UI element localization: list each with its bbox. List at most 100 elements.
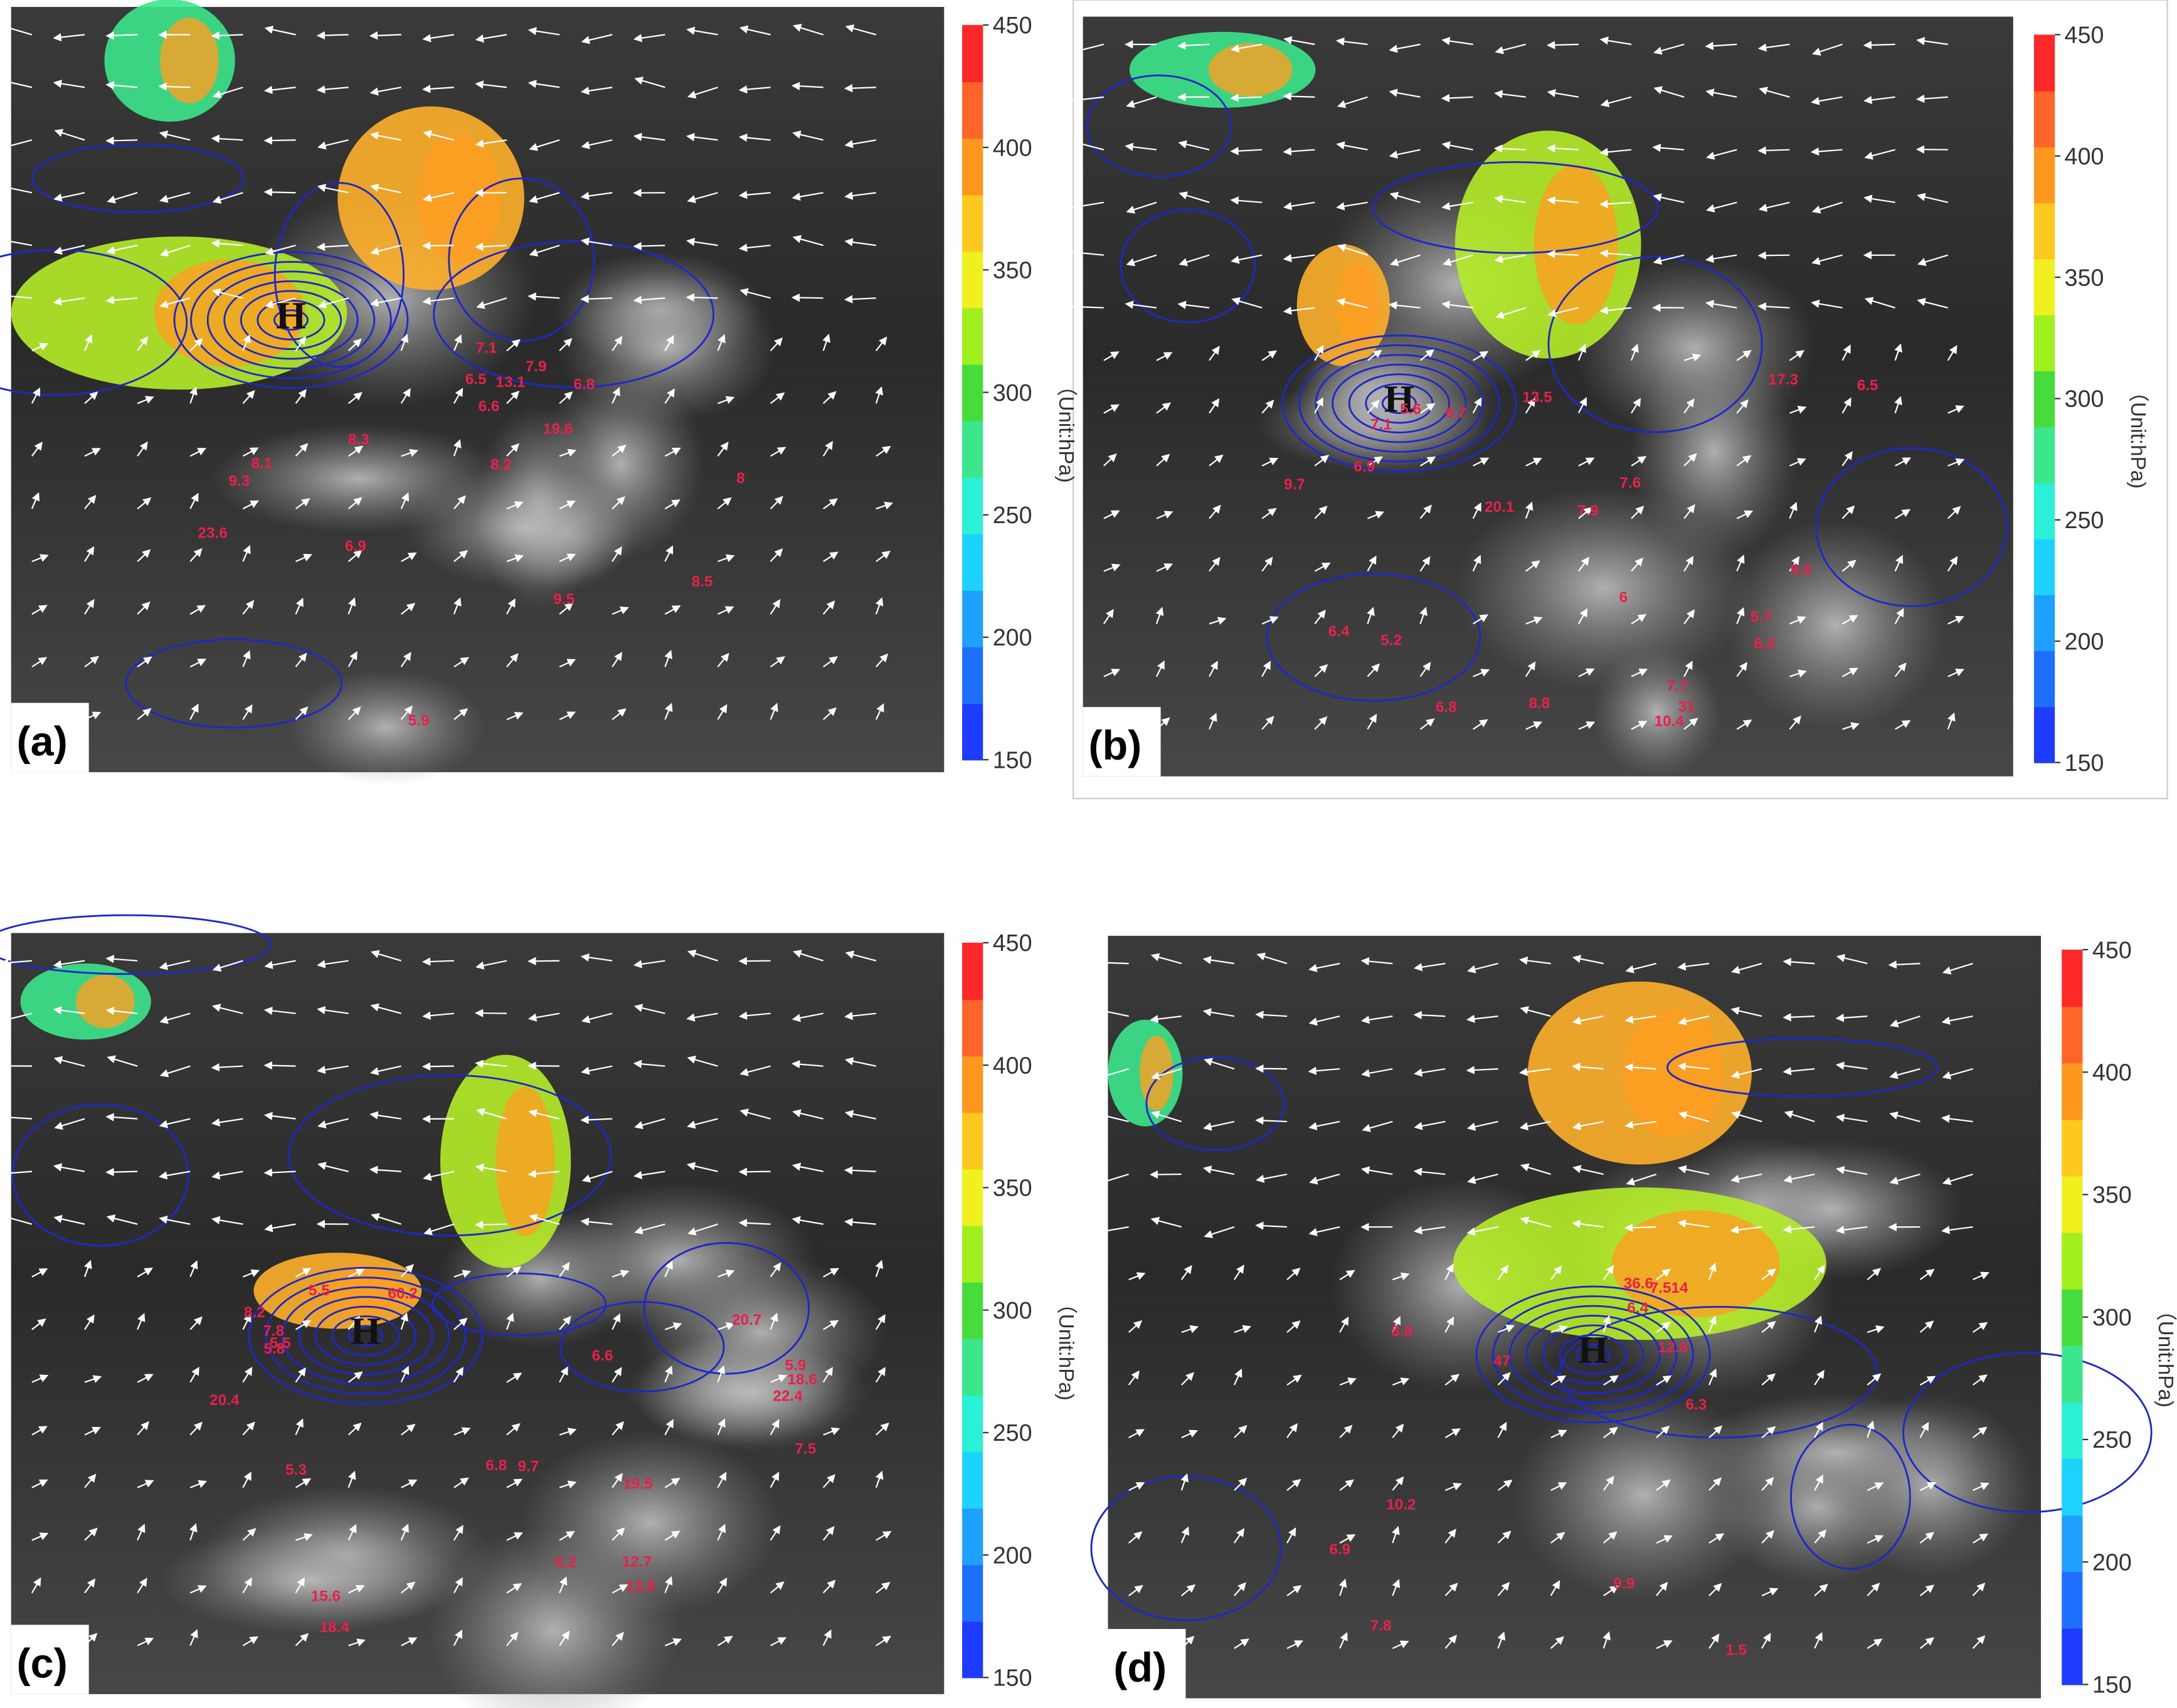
wind-vector xyxy=(106,1214,138,1225)
wind-vector xyxy=(1230,147,1263,156)
wind-vector xyxy=(189,448,206,457)
wind-vector xyxy=(1917,298,1949,309)
wind-vector xyxy=(347,338,362,351)
wind-vector xyxy=(189,703,199,720)
wind-vector xyxy=(1708,1368,1717,1386)
observation-value: 20.1 xyxy=(1485,499,1514,516)
wind-vector xyxy=(1599,199,1632,208)
wind-vector xyxy=(242,334,251,351)
wind-vector xyxy=(1626,1174,1657,1186)
panel-label: (a) xyxy=(17,719,68,765)
wind-vector xyxy=(1677,1062,1710,1071)
wind-vector xyxy=(664,1419,674,1436)
wind-vector xyxy=(634,1223,665,1234)
wind-vector xyxy=(1390,254,1421,267)
wind-vector xyxy=(295,1577,305,1594)
wind-vector xyxy=(453,1630,463,1647)
wind-vector xyxy=(1256,1173,1288,1183)
wind-vector xyxy=(1525,616,1543,625)
wind-vector xyxy=(1234,1528,1245,1544)
wind-vector xyxy=(1128,1531,1143,1544)
wind-vector xyxy=(1941,1016,1973,1025)
wind-vector xyxy=(1736,510,1754,519)
wind-vector xyxy=(875,386,884,404)
panel: H 12.8 6.4 6.3 8.8 47 7.8 1.5 36.6 10.2 7.514 9.9 6.… xyxy=(1090,935,2177,1699)
wind-vector xyxy=(347,1470,356,1488)
wind-vector xyxy=(400,1524,409,1541)
wind-vector xyxy=(580,953,613,962)
wind-vector xyxy=(1919,1584,1935,1596)
wind-vector xyxy=(453,1577,463,1594)
wind-vector xyxy=(1203,1120,1235,1131)
wind-vector xyxy=(1841,451,1853,467)
wind-vector xyxy=(211,239,243,248)
wind-vector xyxy=(265,245,296,256)
wind-vector xyxy=(212,960,243,972)
wind-vector xyxy=(559,1480,577,1488)
wind-vector xyxy=(1209,346,1220,361)
wind-vector xyxy=(1339,1377,1357,1386)
wind-vector xyxy=(792,24,824,36)
colorbar-segment xyxy=(2033,34,2055,92)
colorbar-segment xyxy=(2033,594,2055,652)
wind-vector xyxy=(718,1269,735,1278)
wind-vector xyxy=(1180,1265,1192,1280)
wind-vector xyxy=(347,1524,357,1541)
colorbar-segment xyxy=(2062,1006,2083,1064)
wind-vector xyxy=(770,337,783,351)
wind-vector xyxy=(633,34,665,43)
observation-value: 6.2 xyxy=(555,1554,576,1571)
observation-value: 13.8 xyxy=(625,1578,655,1595)
wind-vector xyxy=(1392,1423,1404,1438)
cloud-top-pressure xyxy=(76,975,135,1029)
wind-vector xyxy=(844,1057,877,1067)
observation-value: 18.4 xyxy=(320,1619,350,1636)
wind-vector xyxy=(1096,958,1129,967)
wind-vector xyxy=(1705,88,1737,98)
wind-vector xyxy=(1519,1120,1551,1131)
wind-vector xyxy=(1202,955,1235,965)
wind-vector xyxy=(1602,1631,1611,1649)
wind-vector xyxy=(1653,86,1685,98)
wind-vector xyxy=(559,1530,575,1541)
wind-vector xyxy=(1204,1058,1235,1070)
contour xyxy=(347,1325,383,1347)
wind-vector xyxy=(633,1004,665,1014)
contour xyxy=(1559,1305,1878,1439)
wind-vector xyxy=(1473,719,1488,730)
wind-vector xyxy=(633,1170,665,1179)
wind-vector xyxy=(739,1065,771,1076)
wind-vector xyxy=(1789,556,1800,572)
wind-vector xyxy=(664,388,675,404)
wind-vector xyxy=(770,1581,785,1594)
wind-vector xyxy=(1895,509,1911,519)
wind-vector xyxy=(527,1012,560,1022)
wind-vector xyxy=(1547,307,1579,317)
wind-vector xyxy=(317,960,349,968)
contour xyxy=(273,309,309,331)
wind-vector xyxy=(770,447,787,457)
panel: H 20.1 7.7 5.6 6.5 17.3 13.5 6 8.8 7.1 7.9 6.3 5.7 6.… xyxy=(1071,16,2149,779)
wind-vector xyxy=(31,1577,41,1594)
wind-vector xyxy=(1653,193,1685,203)
wind-vector xyxy=(1811,299,1843,309)
wind-vector xyxy=(453,550,469,563)
wind-vector xyxy=(1810,147,1843,156)
wind-vector xyxy=(189,1629,198,1646)
colorbar-segment xyxy=(2062,1515,2083,1573)
cloud-top-pressure xyxy=(1611,1210,1780,1317)
cloud xyxy=(1592,646,1721,779)
wind-vector xyxy=(370,245,402,255)
wind-vector xyxy=(1841,615,1858,625)
colorbar-tick-label: 350 xyxy=(993,257,1032,284)
wind-vector xyxy=(686,1162,718,1172)
wind-vector xyxy=(453,597,462,615)
wind-vector xyxy=(612,1473,623,1488)
wind-vector xyxy=(316,85,349,94)
wind-vector xyxy=(1443,254,1474,267)
wind-vector xyxy=(263,1168,296,1177)
colorbar-tick-label: 450 xyxy=(993,930,1032,956)
wind-vector xyxy=(1761,1588,1779,1596)
wind-vector xyxy=(1631,456,1647,467)
observation-value: 8.1 xyxy=(252,455,273,472)
